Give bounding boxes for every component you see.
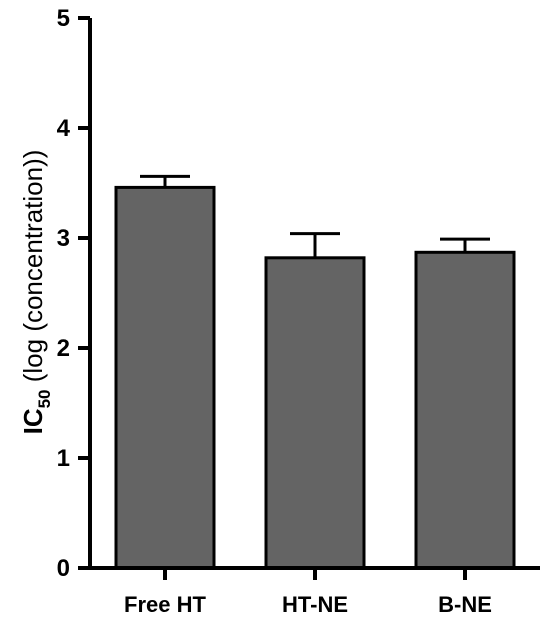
y-tick-label-2: 2: [57, 335, 70, 362]
y-tick-label-4: 4: [57, 115, 71, 142]
y-tick-label-5: 5: [57, 5, 70, 32]
x-tick-label-2: HT-NE: [282, 592, 348, 617]
x-tick-label-3: B-NE: [438, 592, 492, 617]
y-ticks: 0 1 2 3 4 5: [57, 5, 90, 582]
bar-1: [114, 185, 216, 570]
y-axis-label-main: IC: [18, 408, 48, 434]
x-tick-label-1: Free HT: [124, 592, 206, 617]
error-bars: [140, 174, 490, 258]
y-axis-label: IC50 (log (concentration)): [18, 150, 54, 435]
bar-3: [414, 250, 516, 570]
bar-2: [264, 256, 366, 570]
svg-text:IC50 (log (concentration)): IC50 (log (concentration)): [18, 150, 54, 435]
y-axis-label-subscript: 50: [35, 389, 54, 408]
y-tick-label-1: 1: [57, 445, 70, 472]
y-tick-label-3: 3: [57, 225, 70, 252]
x-ticks: Free HT HT-NE B-NE: [124, 568, 492, 617]
y-axis-label-rest: (log (concentration)): [18, 150, 48, 390]
y-tick-label-0: 0: [57, 555, 70, 582]
